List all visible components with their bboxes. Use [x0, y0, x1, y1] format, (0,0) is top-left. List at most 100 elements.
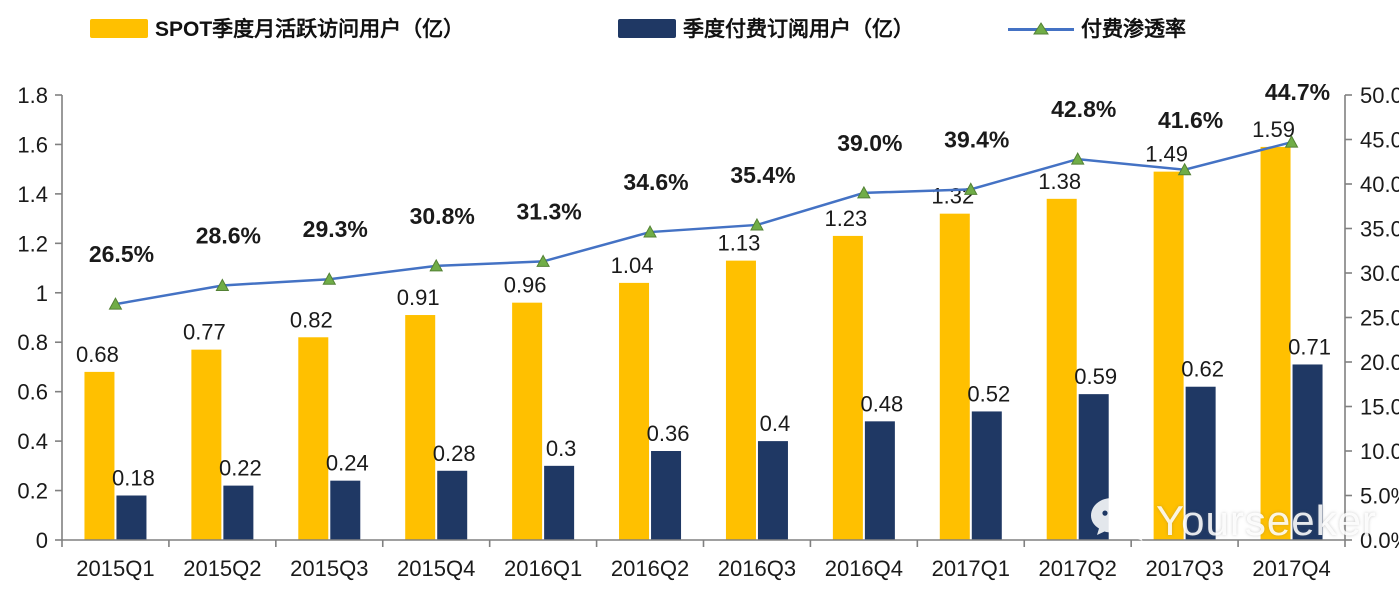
x-axis-label: 2017Q1	[932, 556, 1010, 581]
bar-subs-2017Q3	[1185, 386, 1216, 540]
x-axis-label: 2015Q1	[76, 556, 154, 581]
subs-value-label: 0.22	[219, 456, 262, 481]
mau-value-label: 0.77	[183, 320, 226, 345]
bar-subs-2015Q1	[116, 495, 147, 540]
left-axis-tick-label: 1.6	[17, 132, 48, 157]
legend-item-subs: 季度付费订阅用户（亿）	[618, 12, 914, 44]
penetration-label: 26.5%	[89, 241, 154, 267]
bar-mau-2017Q3	[1153, 171, 1184, 540]
mau-value-label: 1.49	[1145, 142, 1188, 167]
x-axis-label: 2017Q2	[1039, 556, 1117, 581]
x-axis-label: 2015Q4	[397, 556, 475, 581]
bar-subs-2016Q4	[864, 421, 895, 540]
penetration-label: 29.3%	[303, 216, 368, 242]
penetration-label: 44.7%	[1265, 79, 1330, 105]
bar-subs-2015Q2	[223, 485, 254, 540]
mau-value-label: 1.32	[931, 184, 974, 209]
x-axis-label: 2016Q1	[504, 556, 582, 581]
left-axis-tick-label: 0.2	[17, 479, 48, 504]
subs-value-label: 0.4	[760, 411, 791, 436]
subs-value-label: 0.3	[546, 436, 577, 461]
penetration-marker-2016Q1	[536, 254, 550, 267]
left-axis-tick-label: 1	[36, 281, 48, 306]
right-axis-tick-label: 40.0%	[1360, 172, 1399, 197]
right-axis-tick-label: 10.0%	[1360, 439, 1399, 464]
penetration-label: 28.6%	[196, 222, 261, 248]
bar-mau-2015Q4	[405, 315, 436, 540]
left-axis-tick-label: 1.2	[17, 231, 48, 256]
left-axis-tick-label: 0.8	[17, 330, 48, 355]
subs-value-label: 0.48	[860, 391, 903, 416]
right-axis-tick-label: 20.0%	[1360, 350, 1399, 375]
bar-mau-2017Q4	[1260, 146, 1291, 540]
penetration-legend-label: 付费渗透率	[1081, 18, 1186, 41]
subs-value-label: 0.28	[433, 441, 476, 466]
right-axis-tick-label: 0.0%	[1360, 528, 1399, 553]
left-axis-tick-label: 1.4	[17, 182, 48, 207]
penetration-label: 39.0%	[837, 130, 902, 156]
subs-value-label: 0.62	[1181, 357, 1224, 382]
penetration-label: 41.6%	[1158, 107, 1223, 133]
bar-subs-2016Q2	[651, 451, 682, 540]
x-axis-label: 2016Q3	[718, 556, 796, 581]
penetration-label: 31.3%	[517, 198, 582, 224]
x-axis-label: 2016Q2	[611, 556, 689, 581]
penetration-marker-2016Q4	[857, 185, 871, 199]
mau-value-label: 1.23	[824, 206, 867, 231]
penetration-marker-2017Q1	[963, 182, 978, 195]
right-axis-tick-label: 35.0%	[1360, 217, 1399, 242]
legend: SPOT季度月活跃访问用户（亿） 季度付费订阅用户（亿） 付费渗透率	[0, 0, 1399, 60]
penetration-marker-2016Q2	[643, 225, 657, 238]
right-axis-tick-label: 45.0%	[1360, 128, 1399, 153]
subs-legend-label: 季度付费订阅用户（亿）	[683, 18, 914, 41]
penetration-marker-2015Q3	[322, 272, 337, 285]
subs-value-label: 0.18	[112, 466, 155, 491]
subs-value-label: 0.59	[1074, 364, 1117, 389]
penetration-line	[115, 140, 1292, 306]
bar-mau-2015Q1	[84, 371, 115, 540]
penetration-label: 34.6%	[623, 169, 688, 195]
bar-subs-2016Q1	[544, 465, 575, 540]
mau-value-label: 0.96	[504, 273, 547, 298]
bar-mau-2016Q4	[832, 235, 863, 540]
x-axis-label: 2016Q4	[825, 556, 903, 581]
mau-legend-swatch	[90, 18, 148, 38]
bar-subs-2015Q3	[330, 480, 361, 540]
subs-value-label: 0.24	[326, 451, 369, 476]
mau-value-label: 1.38	[1038, 169, 1081, 194]
bar-mau-2016Q2	[619, 282, 650, 540]
penetration-marker-2016Q3	[750, 217, 764, 231]
penetration-marker-2015Q2	[215, 278, 230, 291]
right-axis-tick-label: 30.0%	[1360, 261, 1399, 286]
x-axis-label: 2015Q2	[183, 556, 261, 581]
mau-value-label: 1.13	[718, 231, 761, 256]
subs-legend-swatch	[618, 18, 676, 38]
x-axis-label: 2017Q3	[1145, 556, 1223, 581]
left-axis-tick-label: 1.8	[17, 83, 48, 108]
line-marker-icon	[1008, 19, 1074, 38]
legend-item-penetration: 付费渗透率	[1008, 12, 1186, 44]
bar-mau-2016Q1	[512, 302, 543, 540]
bar-subs-2016Q3	[757, 441, 788, 540]
mau-value-label: 1.04	[611, 253, 654, 278]
penetration-label: 42.8%	[1051, 96, 1116, 122]
subs-value-label: 0.71	[1288, 334, 1331, 359]
left-axis-tick-label: 0.6	[17, 380, 48, 405]
bar-mau-2015Q3	[298, 337, 329, 540]
x-axis-label: 2015Q3	[290, 556, 368, 581]
penetration-marker-2015Q4	[429, 258, 444, 272]
bar-subs-2017Q1	[971, 411, 1002, 540]
bar-subs-2015Q4	[437, 470, 468, 540]
subs-value-label: 0.52	[967, 381, 1010, 406]
bar-mau-2017Q2	[1046, 198, 1077, 541]
penetration-label: 30.8%	[410, 203, 475, 229]
penetration-marker-2015Q1	[108, 297, 123, 310]
bar-subs-2017Q4	[1292, 364, 1323, 540]
mau-value-label: 0.82	[290, 307, 333, 332]
left-axis-tick-label: 0.4	[17, 429, 48, 454]
right-axis-tick-label: 5.0%	[1360, 484, 1399, 509]
mau-value-label: 0.91	[397, 285, 440, 310]
mau-legend-label: SPOT季度月活跃访问用户（亿）	[155, 18, 465, 41]
penetration-marker-2017Q2	[1070, 152, 1085, 165]
